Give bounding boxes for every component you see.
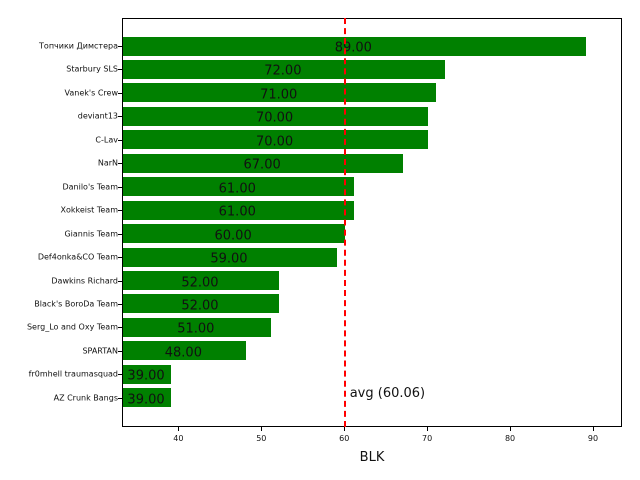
bar bbox=[123, 177, 354, 197]
y-tick-mark bbox=[118, 139, 122, 141]
y-tick-mark bbox=[118, 46, 122, 47]
bar bbox=[123, 388, 172, 408]
bar-value-label: 72.00 bbox=[264, 63, 302, 79]
y-tick-label: C-Lav bbox=[95, 135, 118, 145]
y-tick-label: deviant13 bbox=[77, 111, 118, 121]
bar bbox=[123, 341, 246, 361]
y-tick-mark bbox=[118, 303, 122, 305]
x-tick-mark bbox=[592, 427, 594, 431]
bar bbox=[123, 83, 437, 103]
bar-value-label: 71.00 bbox=[260, 87, 298, 103]
y-tick-label: SPARTAN bbox=[82, 346, 118, 356]
bar-value-label: 61.00 bbox=[218, 204, 256, 220]
x-tick-label: 50 bbox=[256, 434, 267, 443]
bar-value-label: 70.00 bbox=[255, 134, 294, 150]
x-axis-label: BLK bbox=[359, 450, 385, 465]
x-tick-mark bbox=[178, 427, 180, 431]
y-tick-mark bbox=[118, 163, 122, 165]
x-tick-mark bbox=[344, 427, 346, 431]
bar-value-label: 52.00 bbox=[181, 275, 219, 290]
bar-value-label: 60.00 bbox=[214, 228, 252, 244]
y-tick-mark bbox=[118, 280, 122, 282]
y-tick-label: AZ Crunk Bangs bbox=[53, 393, 118, 403]
y-tick-label: Giannis Team bbox=[64, 229, 118, 239]
bar-value-label: 39.00 bbox=[127, 368, 165, 384]
y-tick-label: Топчики Димстера bbox=[39, 41, 118, 51]
bar-value-label: 70.00 bbox=[255, 110, 294, 126]
y-tick-label: Starbury SLS bbox=[66, 64, 118, 74]
x-tick-label: 90 bbox=[587, 434, 599, 443]
bar bbox=[123, 224, 346, 244]
x-tick-label: 60 bbox=[339, 434, 350, 443]
y-tick-mark bbox=[118, 186, 122, 188]
x-tick-label: 80 bbox=[504, 434, 516, 443]
bar bbox=[123, 317, 271, 337]
x-tick-label: 70 bbox=[422, 434, 433, 443]
x-tick-mark bbox=[427, 427, 429, 431]
y-tick-mark bbox=[118, 374, 122, 376]
y-tick-label: Danilo's Team bbox=[62, 182, 118, 192]
bar bbox=[123, 153, 404, 173]
plot-area bbox=[122, 18, 622, 427]
bar bbox=[123, 364, 172, 384]
y-tick-mark bbox=[118, 210, 122, 212]
bar bbox=[123, 106, 429, 126]
x-tick-label: 40 bbox=[173, 434, 184, 443]
bar-value-label: 61.00 bbox=[218, 181, 256, 197]
y-tick-mark bbox=[118, 233, 122, 235]
y-tick-mark bbox=[118, 257, 122, 259]
bar-value-label: 67.00 bbox=[243, 157, 281, 173]
bar-value-label: 59.00 bbox=[210, 251, 248, 267]
bar bbox=[123, 36, 586, 56]
y-tick-label: Dawkins Richard bbox=[51, 276, 118, 285]
bar-value-label: 48.00 bbox=[164, 345, 202, 361]
y-tick-mark bbox=[118, 397, 122, 399]
y-tick-mark bbox=[118, 350, 122, 352]
y-tick-mark bbox=[118, 92, 122, 94]
y-tick-label: Def4onka&CO Team bbox=[37, 252, 118, 262]
bar-value-label: 52.00 bbox=[181, 298, 219, 314]
x-tick-mark bbox=[261, 427, 263, 431]
y-tick-label: Vanek's Crew bbox=[64, 88, 118, 98]
bar bbox=[123, 294, 279, 314]
y-tick-label: Serg_Lo and Oxy Team bbox=[26, 322, 118, 332]
bar bbox=[123, 271, 279, 290]
y-tick-label: Xokkeist Team bbox=[60, 205, 119, 215]
y-tick-label: fr0mhell traumasquad bbox=[28, 369, 118, 379]
bar bbox=[123, 247, 337, 267]
y-tick-label: NarN bbox=[97, 158, 118, 168]
bar bbox=[123, 130, 429, 150]
bar-value-label: 89.00 bbox=[334, 40, 372, 56]
bar bbox=[123, 200, 354, 220]
y-tick-mark bbox=[118, 327, 122, 329]
bar-value-label: 51.00 bbox=[177, 321, 215, 337]
x-tick-mark bbox=[510, 427, 512, 431]
y-tick-mark bbox=[118, 116, 122, 118]
y-tick-mark bbox=[118, 69, 122, 71]
average-line bbox=[343, 18, 346, 427]
bar bbox=[123, 59, 445, 79]
average-label: avg (60.06) bbox=[349, 386, 426, 401]
y-tick-label: Black's BoroDa Team bbox=[34, 299, 118, 309]
bar-value-label: 39.00 bbox=[127, 392, 165, 408]
